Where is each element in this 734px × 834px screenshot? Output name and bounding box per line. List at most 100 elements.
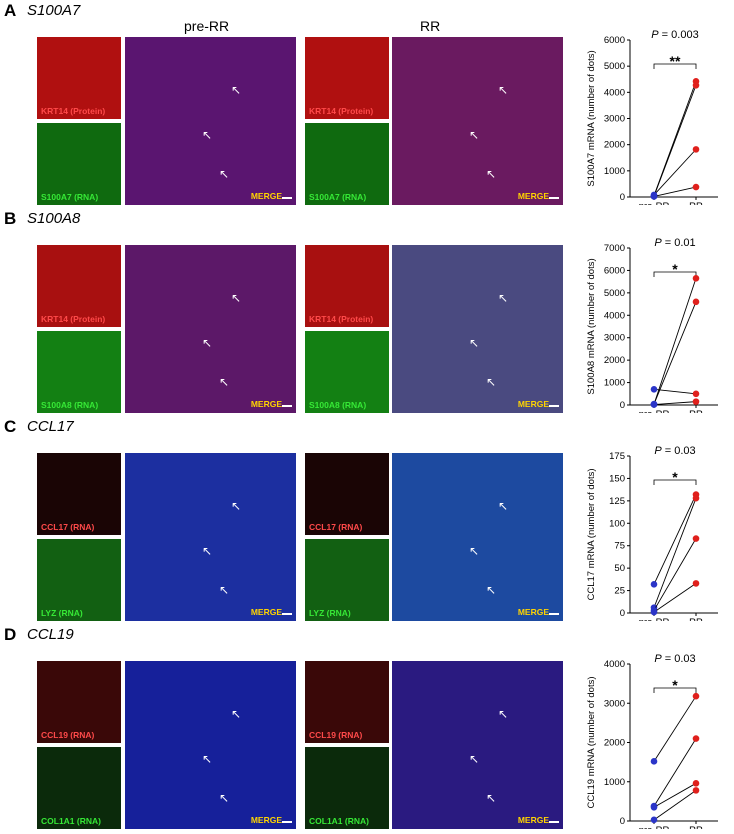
scale-bar [282, 197, 292, 199]
panel-letter: C [4, 417, 17, 436]
scatter-chart: 0 1000 2000 3000 4000 5000 6000 pre-RR RR S100A7 … [586, 29, 718, 205]
y-tick-label: 125 [609, 496, 625, 507]
x-tick-label: pre-RR [639, 825, 670, 829]
micro-post-top: CCL17 (RNA) [305, 453, 389, 535]
scatter-chart: 0 1000 2000 3000 4000 5000 6000 7000 pre-RR RR S10… [586, 237, 718, 413]
merge-label: MERGE [517, 815, 549, 825]
p-symbol: P [654, 653, 662, 665]
arrow-icon: ↖ [486, 375, 497, 390]
micro-pre-top: KRT14 (Protein) [37, 245, 121, 327]
micro-pre-merge: MERGE ↖ ↖ ↖ [125, 245, 296, 413]
y-tick-label: 1000 [604, 378, 625, 389]
point-rr [692, 580, 700, 587]
p-value-label: P = 0.03 [654, 445, 695, 457]
arrow-icon: ↖ [219, 375, 230, 390]
marker-label-top: CCL19 (RNA) [309, 730, 363, 740]
marker-label-top: CCL17 (RNA) [41, 522, 95, 532]
y-tick-label: 2000 [604, 355, 625, 366]
marker-label-top: KRT14 (Protein) [309, 106, 374, 116]
arrow-icon: ↖ [498, 291, 509, 306]
micro-pre-bottom: COL1A1 (RNA) [37, 747, 121, 829]
merge-label: MERGE [517, 399, 549, 409]
micro-pre-merge: MERGE ↖ ↖ ↖ [125, 453, 296, 621]
point-rr [692, 398, 700, 405]
p-value-label: P = 0.003 [651, 29, 698, 41]
y-axis-label: S100A8 mRNA (number of dots) [586, 258, 597, 394]
y-tick-label: 4000 [604, 87, 625, 98]
scale-bar [549, 405, 559, 407]
p-symbol: P [651, 29, 659, 41]
point-rr [692, 298, 700, 306]
condition-header-pre: pre-RR [184, 18, 230, 34]
marker-label-top: CCL19 (RNA) [41, 730, 95, 740]
pair-line [653, 401, 697, 406]
marker-label-bottom: S100A8 (RNA) [41, 400, 99, 410]
y-tick-label: 25 [614, 586, 625, 597]
micro-pre-top: KRT14 (Protein) [37, 37, 121, 119]
arrow-icon: ↖ [486, 583, 497, 598]
y-tick-label: 5000 [604, 61, 625, 72]
arrow-icon: ↖ [201, 128, 212, 143]
y-tick-label: 0 [620, 608, 625, 619]
scatter-chart: 0 1000 2000 3000 4000 pre-RR RR CCL19 mRNA (num… [586, 653, 718, 829]
scale-bar [282, 613, 292, 615]
merge-label: MERGE [517, 607, 549, 617]
y-tick-label: 6000 [604, 265, 625, 276]
point-pre-rr [650, 580, 658, 588]
panel-letter: D [4, 625, 17, 644]
pair-line [653, 498, 697, 608]
y-tick-label: 150 [609, 473, 625, 484]
scale-bar [549, 821, 559, 823]
merge-label: MERGE [250, 815, 282, 825]
micro-pre-bottom: S100A7 (RNA) [37, 123, 121, 205]
micro-post-top: KRT14 (Protein) [305, 37, 389, 119]
y-tick-label: 7000 [604, 243, 625, 254]
panel-letter: B [4, 209, 17, 228]
arrow-icon: ↖ [498, 83, 509, 98]
pair-line [653, 695, 697, 762]
arrow-icon: ↖ [468, 752, 479, 767]
arrow-icon: ↖ [486, 167, 497, 182]
micro-pre-merge: MERGE ↖ ↖ ↖ [125, 37, 296, 205]
point-rr [692, 535, 700, 542]
pair-line [653, 301, 697, 405]
condition-header-post: RR [420, 18, 441, 34]
marker-label-bottom: COL1A1 (RNA) [309, 816, 369, 826]
y-tick-label: 1000 [604, 166, 625, 177]
gene-title: S100A8 [27, 210, 81, 227]
point-rr [692, 735, 700, 742]
micro-post-merge: MERGE ↖ ↖ ↖ [392, 245, 563, 413]
panel-letter: A [4, 1, 17, 20]
x-tick-label: RR [689, 409, 703, 413]
arrow-icon: ↖ [486, 791, 497, 806]
micro-post-merge: MERGE ↖ ↖ ↖ [392, 37, 563, 205]
marker-label-bottom: S100A7 (RNA) [309, 192, 367, 202]
pair-line [653, 782, 697, 808]
gene-title: S100A7 [27, 2, 81, 19]
arrow-icon: ↖ [498, 499, 509, 514]
scatter-chart: 0 25 50 75 100 125 150 175 pre-RR RR CCL17 mRNA (n… [586, 445, 718, 621]
significance-stars: ** [670, 53, 681, 69]
point-rr [692, 274, 700, 282]
micro-pre-top: CCL17 (RNA) [37, 453, 121, 535]
point-rr [692, 692, 700, 700]
micro-post-bottom: S100A8 (RNA) [305, 331, 389, 413]
arrow-icon: ↖ [231, 499, 242, 514]
point-pre-rr [650, 816, 658, 824]
point-rr [692, 146, 700, 153]
micro-post-top: KRT14 (Protein) [305, 245, 389, 327]
marker-label-bottom: S100A8 (RNA) [309, 400, 367, 410]
micro-post-bottom: LYZ (RNA) [305, 539, 389, 621]
arrow-icon: ↖ [468, 128, 479, 143]
significance-stars: * [672, 261, 678, 277]
x-tick-label: RR [689, 825, 703, 829]
pair-line [653, 278, 697, 405]
pair-line [653, 85, 697, 197]
p-value: = 0.01 [662, 237, 696, 249]
pair-line [653, 186, 697, 197]
arrow-icon: ↖ [231, 83, 242, 98]
marker-label-bottom: S100A7 (RNA) [41, 192, 99, 202]
p-symbol: P [654, 237, 662, 249]
arrow-icon: ↖ [201, 752, 212, 767]
y-axis-label: CCL17 mRNA (number of dots) [586, 469, 597, 601]
